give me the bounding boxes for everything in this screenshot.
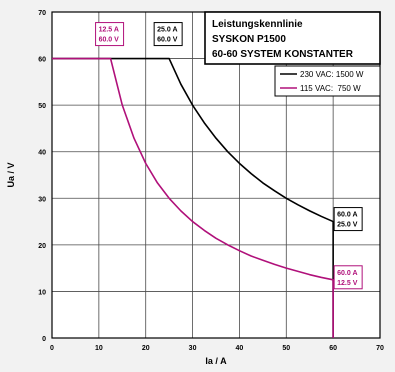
x-tick-label: 0 (50, 345, 54, 352)
chart-subtitle-line-2: 60-60 SYSTEM KONSTANTER (212, 49, 354, 60)
y-axis-label: Ua / V (6, 162, 16, 187)
annotation-text: 25.0 V (337, 222, 358, 229)
x-tick-label: 50 (282, 345, 290, 352)
x-tick-label: 60 (329, 345, 337, 352)
annotation-box (95, 22, 125, 47)
y-tick-label: 40 (38, 150, 46, 157)
series-line-230vac (52, 57, 334, 338)
annotation-text: 25.0 A (157, 27, 177, 34)
annotation-text: 60.0 A (337, 212, 357, 219)
chart-subtitle-line-1: SYSKON P1500 (212, 34, 286, 45)
series-layer (52, 57, 334, 338)
annotation-2: 60.0 A 25.0 V (333, 207, 363, 232)
annotation-box (333, 265, 363, 290)
chart-title: Leistungskennlinie (212, 19, 303, 30)
annotation-1: 25.0 A 60.0 V (153, 22, 183, 47)
annotations: 12.5 A60.0 V25.0 A60.0 V60.0 A25.0 V60.0… (95, 22, 363, 290)
y-tick-label: 70 (38, 10, 46, 17)
annotation-text: 60.0 A (337, 270, 357, 277)
title-box: Leistungskennlinie SYSKON P1500 60-60 SY… (204, 11, 381, 65)
y-tick-label: 20 (38, 243, 46, 250)
annotation-text: 12.5 V (337, 280, 358, 287)
legend-label-115vac: 115 VAC: 750 W (300, 84, 361, 93)
title-box-frame (204, 11, 381, 65)
x-axis-label: Ia / A (205, 356, 227, 366)
y-tick-label: 30 (38, 196, 46, 203)
legend: 230 VAC: 1500 W 115 VAC: 750 W (274, 65, 381, 97)
annotation-box (333, 207, 363, 232)
tick-labels: 0 10 20 30 40 50 60 70 0 10 20 30 40 50 60 70 (38, 10, 384, 352)
y-tick-label: 60 (38, 57, 46, 64)
x-tick-label: 70 (376, 345, 384, 352)
annotation-3: 60.0 A 12.5 V (333, 265, 363, 290)
legend-label-230vac: 230 VAC: 1500 W (300, 70, 364, 79)
y-tick-label: 10 (38, 289, 46, 296)
x-tick-label: 40 (236, 345, 244, 352)
annotation-text: 60.0 V (99, 37, 120, 44)
annotation-box (153, 22, 183, 47)
x-tick-label: 10 (95, 345, 103, 352)
x-tick-label: 30 (189, 345, 197, 352)
annotation-0: 12.5 A 60.0 V (95, 22, 125, 47)
annotation-text: 60.0 V (157, 37, 178, 44)
annotation-text: 12.5 A (99, 27, 119, 34)
x-tick-label: 20 (142, 345, 150, 352)
series-line-115vac (52, 57, 334, 338)
legend-frame (274, 65, 381, 97)
y-tick-label: 0 (42, 336, 46, 343)
y-tick-label: 50 (38, 103, 46, 110)
